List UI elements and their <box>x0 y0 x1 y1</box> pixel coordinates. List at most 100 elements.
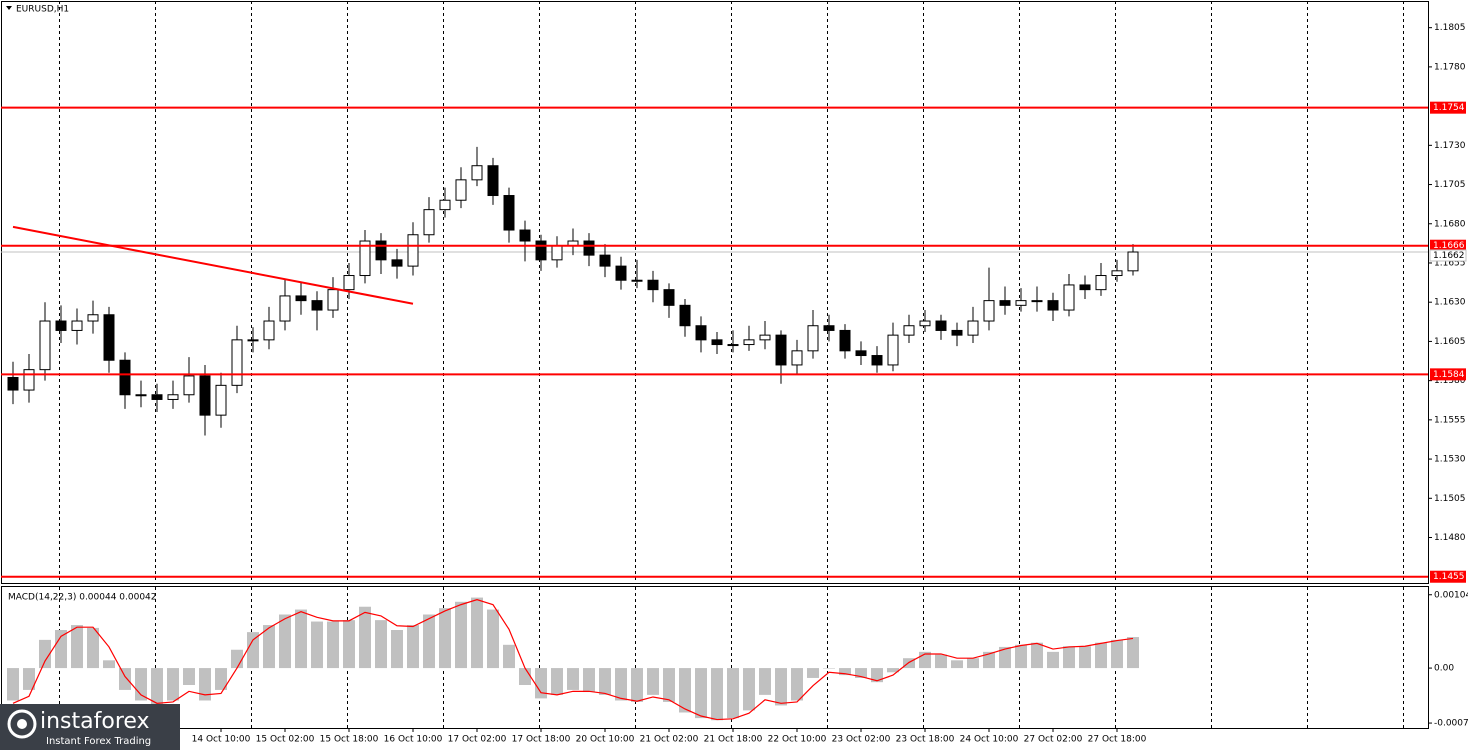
x-tick-label: 24 Oct 10:00 <box>960 735 1019 745</box>
watermark-logo <box>17 719 27 729</box>
x-tick-label: 27 Oct 18:00 <box>1088 735 1147 745</box>
y-tick-label: 1.1780 <box>1434 62 1466 72</box>
level-label-bg <box>1430 570 1466 583</box>
macd-bar <box>119 668 131 690</box>
current-price-label-bg <box>1429 249 1467 262</box>
macd-bar <box>567 668 579 690</box>
candle-body <box>919 320 931 327</box>
candle-body <box>1015 300 1027 306</box>
watermark-tagline: Instant Forex Trading <box>46 736 151 747</box>
y-tick-label: 0.00104 <box>1434 590 1468 600</box>
macd-bar <box>7 668 19 701</box>
x-tick-label: 22 Oct 10:00 <box>768 735 827 745</box>
candle-body <box>759 334 771 341</box>
candle-body <box>983 300 995 322</box>
macd-bar <box>87 627 99 669</box>
axis: 1.18051.17801.17301.17051.16801.16551.16… <box>192 23 1468 744</box>
level-label-bg <box>1430 239 1466 252</box>
x-tick-label: 15 Oct 02:00 <box>256 735 315 745</box>
macd-bar <box>231 649 243 669</box>
candle-body <box>775 334 787 366</box>
watermark-name: instaforex <box>40 709 150 734</box>
macd-bar <box>39 639 51 669</box>
candle-body <box>615 265 627 281</box>
macd-bar <box>279 614 291 669</box>
y-tick-label: 1.1605 <box>1434 337 1466 347</box>
candle-body <box>87 314 99 322</box>
chart-title: EURUSD,H1 <box>16 5 69 15</box>
macd-bar <box>615 668 627 701</box>
candle-body <box>487 165 499 197</box>
watermark-logo <box>7 709 37 739</box>
candle-body <box>231 339 243 386</box>
macd-bar <box>823 668 835 669</box>
x-tick-label: 16 Oct 10:00 <box>384 735 443 745</box>
trendline <box>12 225 414 305</box>
y-tick-label: 1.1730 <box>1434 141 1466 151</box>
macd-bar <box>759 668 771 695</box>
macd-bar <box>695 668 707 719</box>
candle-body <box>263 320 275 341</box>
candle-body <box>119 359 131 396</box>
candle-body <box>711 339 723 346</box>
level-label: 1.1754 <box>1433 103 1465 113</box>
macd-bar <box>743 668 755 711</box>
macd-bar <box>487 609 499 669</box>
current-price-label: 1.1662 <box>1433 251 1465 261</box>
macd-bar <box>583 668 595 693</box>
macd-bar <box>999 646 1011 669</box>
y-tick-label: 1.1630 <box>1434 298 1466 308</box>
macd-bar <box>1095 642 1107 669</box>
candle-body <box>695 325 707 341</box>
grid <box>59 1 1404 728</box>
candle-body <box>647 279 659 291</box>
x-tick-label: 20 Oct 10:00 <box>576 735 635 745</box>
x-tick-label: 17 Oct 02:00 <box>448 735 507 745</box>
main-panel-frame <box>1 1 1429 584</box>
macd-bar <box>807 668 819 678</box>
macd-bar <box>871 668 883 683</box>
macd-bar <box>1015 644 1027 669</box>
macd-bar <box>295 609 307 669</box>
macd-bar <box>1079 646 1091 669</box>
candle-body <box>791 350 803 366</box>
macd-bar <box>55 630 67 669</box>
candle-body <box>247 339 259 342</box>
macd-bar <box>71 625 83 669</box>
candle-body <box>951 329 963 336</box>
macd-bar <box>839 668 851 676</box>
macd-bar <box>1047 651 1059 669</box>
candle-body <box>1031 300 1043 303</box>
level-label: 1.1666 <box>1433 241 1465 251</box>
candle-body <box>679 304 691 327</box>
macd-bar <box>503 644 515 669</box>
candle-body <box>167 394 179 400</box>
candle-body <box>391 259 403 267</box>
candle-body <box>199 375 211 416</box>
indicator-title: MACD(14,22,3) 0.00044 0.00042 <box>8 593 157 603</box>
candle-body <box>295 295 307 302</box>
macd-bar <box>727 668 739 719</box>
macd-bar <box>247 632 259 669</box>
y-tick-label: 1.1705 <box>1434 180 1466 190</box>
macd-bar <box>439 608 451 669</box>
y-tick-label: 1.1505 <box>1434 494 1466 504</box>
macd-bar <box>423 614 435 669</box>
macd-bar <box>519 668 531 685</box>
candle-body <box>455 179 467 201</box>
candle-body <box>1127 251 1139 272</box>
candle-body <box>807 325 819 352</box>
x-tick-label: 14 Oct 10:00 <box>192 735 251 745</box>
candle-body <box>23 369 35 391</box>
macd-bar <box>551 668 563 695</box>
candle-body <box>1111 270 1123 277</box>
watermark: instaforex Instant Forex Trading <box>0 704 180 750</box>
title-arrow <box>6 6 12 10</box>
candle-body <box>327 289 339 311</box>
candle-body <box>1047 300 1059 311</box>
indicator-panel-frame <box>1 586 1429 729</box>
candle-body <box>583 240 595 256</box>
macd-bar <box>951 660 963 669</box>
macd-bar <box>407 625 419 669</box>
